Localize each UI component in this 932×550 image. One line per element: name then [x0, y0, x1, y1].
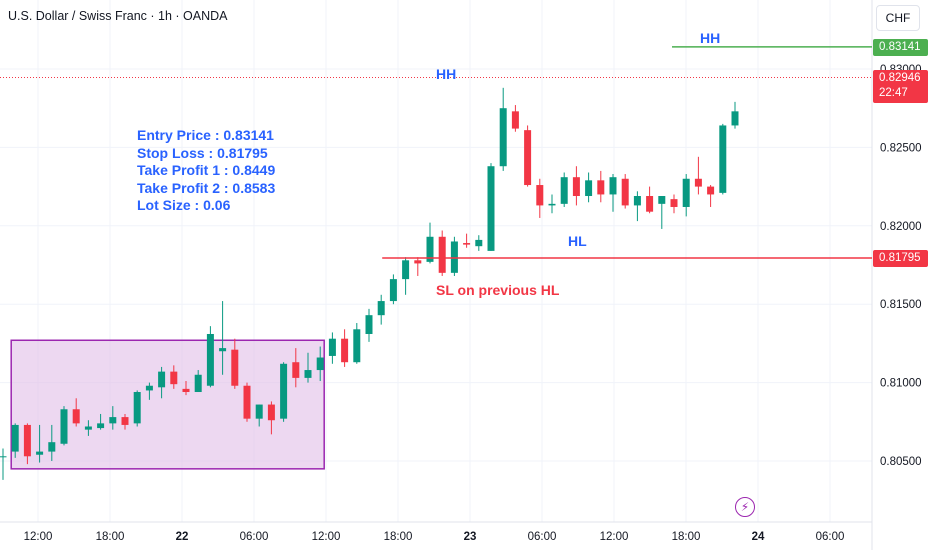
candle-body [97, 423, 105, 429]
candle-body [23, 424, 31, 457]
candle-body [341, 338, 349, 363]
candle-body [402, 260, 410, 280]
x-tick-label: 18:00 [96, 531, 125, 543]
flash-icon[interactable]: ⚡ [735, 497, 755, 517]
candle-body [36, 451, 44, 455]
x-tick-label: 12:00 [24, 531, 53, 543]
candle-body [609, 177, 617, 195]
y-tick-label: 0.80500 [880, 456, 922, 468]
y-tick-label: 0.82000 [880, 221, 922, 233]
candle-body [414, 260, 422, 264]
candle-body [463, 243, 471, 245]
candle-body [365, 315, 373, 334]
candle-body [231, 349, 239, 386]
note-take-profit-1: Take Profit 1 : 0.8449 [137, 162, 276, 178]
candle-body [84, 426, 92, 430]
candle-body [48, 442, 56, 452]
candle-body [11, 424, 19, 452]
candle-body [243, 385, 251, 419]
x-tick-label: 24 [752, 531, 765, 543]
candle-body [731, 111, 739, 126]
candle-body [548, 203, 556, 206]
candle-body [536, 185, 544, 206]
candle-body [621, 178, 629, 206]
candle-body [133, 392, 141, 424]
candle-body [194, 374, 202, 393]
consolidation-box [10, 339, 325, 470]
candle-body [219, 348, 227, 352]
candle-body [438, 236, 446, 273]
entry-price-tag: 0.83141 [873, 39, 928, 56]
candle-body [658, 196, 666, 204]
trade-notes: Entry Price : 0.83141 Stop Loss : 0.8179… [137, 127, 275, 215]
candle-body [633, 196, 641, 206]
candle-body [121, 417, 129, 425]
candle-body [707, 186, 715, 195]
candle-countdown: 22:47 [879, 87, 908, 99]
candle-body [377, 301, 385, 316]
chart-title: U.S. Dollar / Swiss Franc · 1h · OANDA [8, 9, 228, 23]
current-price-tag: 0.82946 22:47 [873, 70, 928, 103]
candle-body [158, 371, 166, 388]
candle-body [670, 199, 678, 207]
candle-body [206, 333, 214, 386]
x-tick-label: 22 [176, 531, 189, 543]
candle-body [280, 363, 288, 419]
candle-body [182, 388, 190, 393]
candle-body [145, 385, 153, 391]
candle-body [719, 125, 727, 193]
x-tick-label: 12:00 [312, 531, 341, 543]
candle-body [72, 409, 80, 424]
candle-body [328, 338, 336, 356]
x-tick-label: 06:00 [816, 531, 845, 543]
hh-label-1: HH [436, 66, 457, 82]
candle-body [585, 180, 593, 197]
note-take-profit-2: Take Profit 2 : 0.8583 [137, 179, 276, 196]
candle-body [60, 409, 68, 444]
candle-body [0, 456, 7, 458]
hh-label-2: HH [700, 30, 721, 46]
candle-body [450, 241, 458, 273]
candle-body [597, 180, 605, 195]
candle-body [560, 177, 568, 204]
candle-body [353, 329, 361, 363]
candle-body [487, 166, 495, 251]
stop-price-tag: 0.81795 [873, 250, 928, 267]
candle-body [292, 362, 300, 378]
x-tick-label: 18:00 [672, 531, 701, 543]
current-price-value: 0.82946 [879, 72, 921, 84]
candle-body [524, 130, 532, 186]
candle-body [389, 279, 397, 302]
candle-body [267, 404, 275, 421]
candle-body [511, 111, 519, 129]
candle-body [170, 371, 178, 385]
note-stop-loss: Stop Loss : 0.81795 [137, 144, 268, 161]
x-tick-label: 06:00 [528, 531, 557, 543]
sl-annotation: SL on previous HL [436, 282, 560, 298]
y-tick-label: 0.81000 [880, 378, 922, 390]
candle-body [426, 236, 434, 262]
hl-label: HL [568, 233, 587, 249]
y-tick-label: 0.81500 [880, 299, 922, 311]
candle-body [682, 178, 690, 207]
candle-body [304, 370, 312, 378]
y-tick-label: 0.82500 [880, 142, 922, 154]
note-lot-size: Lot Size : 0.06 [137, 197, 231, 213]
candle-body [316, 357, 324, 371]
candle-body [694, 178, 702, 187]
note-entry-price: Entry Price : 0.83141 [137, 127, 274, 143]
x-tick-label: 12:00 [600, 531, 629, 543]
candle-body [475, 239, 483, 247]
currency-button[interactable]: CHF [876, 5, 920, 31]
candle-body [499, 108, 507, 167]
candle-body [572, 177, 580, 197]
candle-body [255, 404, 263, 419]
x-tick-label: 18:00 [384, 531, 413, 543]
candle-body [646, 196, 654, 212]
x-tick-label: 23 [464, 531, 477, 543]
candle-body [109, 417, 117, 424]
x-tick-label: 06:00 [240, 531, 269, 543]
